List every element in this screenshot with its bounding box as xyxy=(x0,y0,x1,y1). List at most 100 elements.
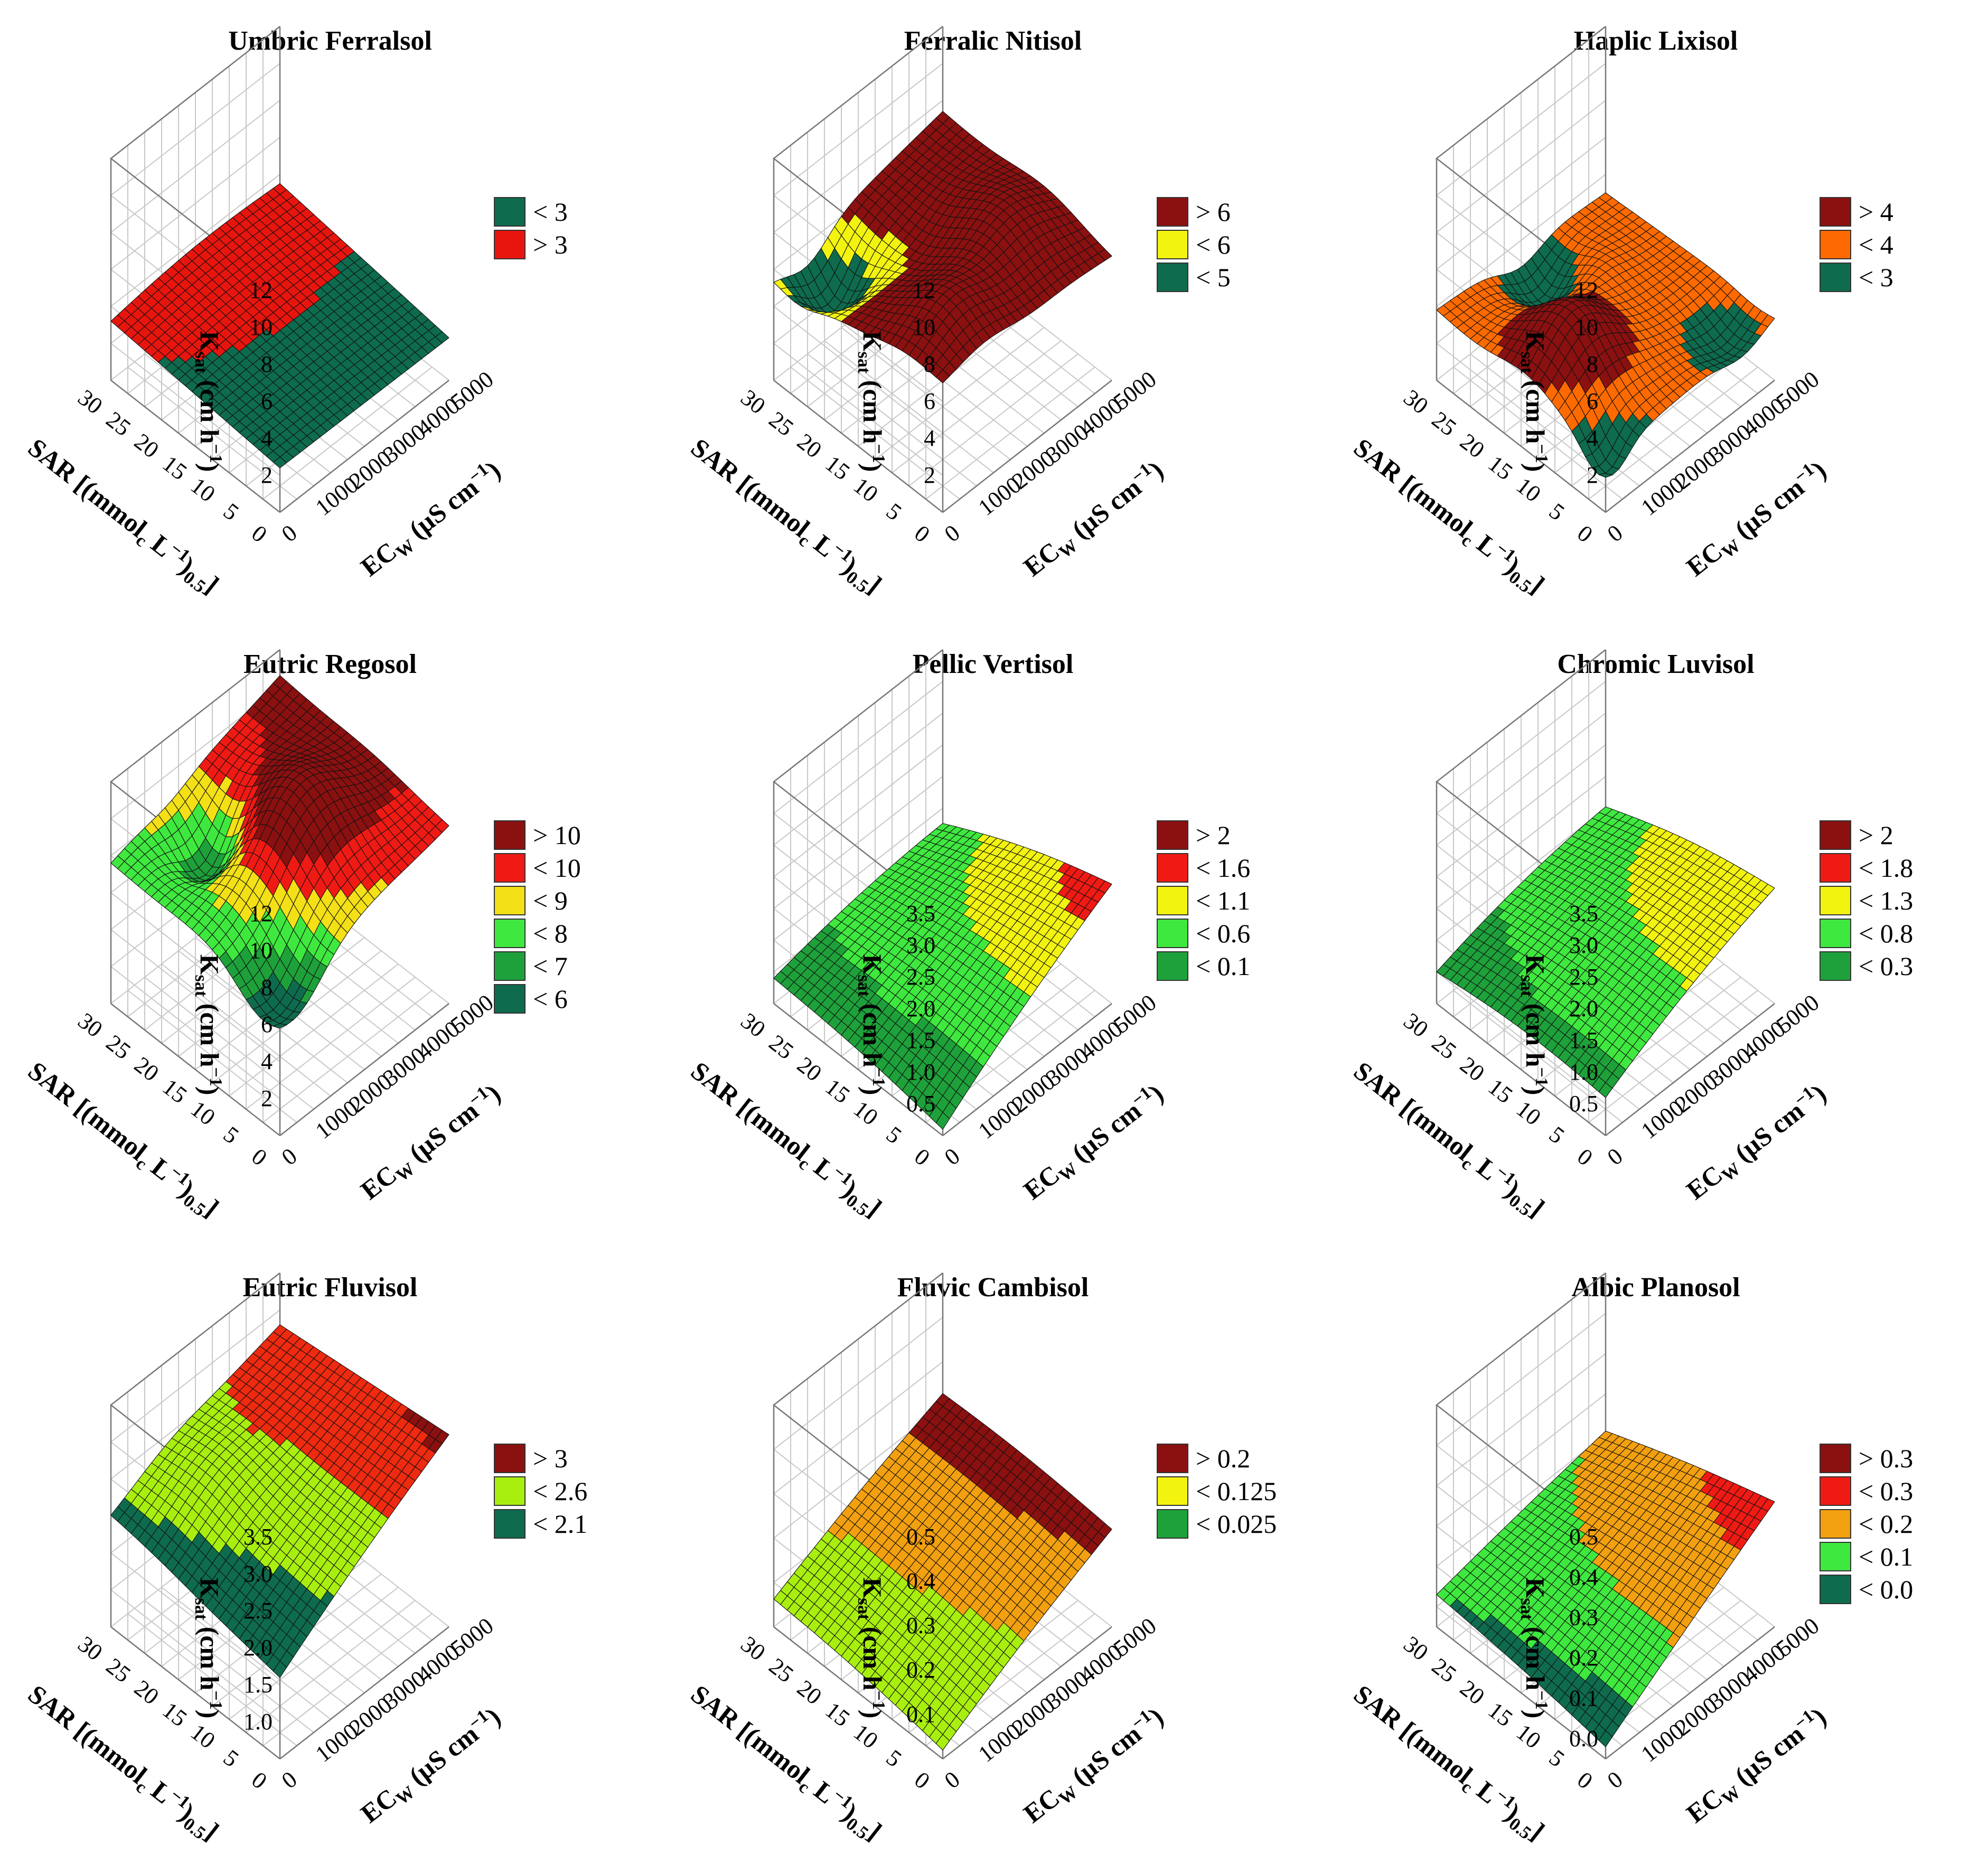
z-tick-label: 12 xyxy=(912,277,935,303)
z-tick-label: 10 xyxy=(249,314,273,340)
z-tick-label: 8 xyxy=(1587,351,1598,377)
surface-mesh xyxy=(110,1324,449,1678)
legend-label: < 3 xyxy=(1859,263,1893,292)
legend-label: < 0.1 xyxy=(1196,951,1251,981)
z-tick-label: 10 xyxy=(249,938,273,963)
y-tick-label: 15 xyxy=(1484,451,1518,485)
y-axis-label: SAR [(mmolc L−1)0.5] xyxy=(683,1055,888,1225)
legend-swatch xyxy=(1820,951,1851,981)
legend-swatch xyxy=(494,820,526,850)
legend-swatch xyxy=(1157,197,1188,227)
y-tick-label: 20 xyxy=(792,428,827,463)
legend-entry: < 1.6 xyxy=(1157,851,1250,884)
axis-ticks: 0100020003000400050000510152025302468101… xyxy=(736,277,1161,548)
z-axis-label: Ksat (cm h−1) xyxy=(191,954,226,1095)
x-tick-label: 0 xyxy=(940,1143,965,1170)
legend-label: > 10 xyxy=(533,820,581,850)
y-tick-label: 20 xyxy=(129,428,164,463)
y-tick-label: 30 xyxy=(73,385,108,419)
legend-entry: > 10 xyxy=(494,819,581,851)
panel-pellic-vertisol: Pellic Vertisol 0 1000 2000 3000 4000 5000 0 5 10… xyxy=(663,623,1323,1247)
x-tick-label: 0 xyxy=(1602,1143,1628,1170)
legend-entry: < 3 xyxy=(494,195,568,228)
y-tick-label: 25 xyxy=(101,1029,136,1064)
legend-swatch xyxy=(1157,263,1188,292)
y-axis-line xyxy=(110,380,280,513)
z-tick-label: 6 xyxy=(261,388,273,414)
z-tick-label: 8 xyxy=(261,975,273,1000)
z-tick-label: 3.0 xyxy=(1569,932,1598,958)
legend-label: < 5 xyxy=(1196,263,1231,292)
z-tick-label: 2 xyxy=(924,462,935,488)
legend-entry: < 0.3 xyxy=(1820,950,1913,982)
z-tick-label: 0.5 xyxy=(906,1091,935,1117)
legend-label: < 9 xyxy=(533,886,568,915)
legend-swatch xyxy=(494,886,526,915)
legend-entry: > 2 xyxy=(1820,819,1913,851)
legend-label: > 2 xyxy=(1196,820,1231,850)
z-tick-label: 4 xyxy=(261,1048,273,1074)
y-tick-label: 10 xyxy=(1512,472,1546,507)
chart-title: Haplic Lixisol xyxy=(1573,26,1738,56)
legend-entry: > 3 xyxy=(494,228,568,261)
legend-label: > 4 xyxy=(1859,197,1893,227)
surface-cell xyxy=(273,456,287,469)
y-axis-label: SAR [(mmolc L−1)0.5] xyxy=(21,432,226,602)
legend-label: < 4 xyxy=(1859,230,1893,259)
legend-entry: > 2 xyxy=(1157,819,1250,851)
z-tick-label: 3.5 xyxy=(906,901,935,926)
z-tick-label: 2.5 xyxy=(1569,964,1598,990)
surface-cell xyxy=(935,1112,950,1130)
z-tick-label: 12 xyxy=(1575,277,1598,303)
surface-mesh xyxy=(773,823,1112,1130)
surface-cell xyxy=(1598,473,1613,478)
y-tick-label: 30 xyxy=(1399,1008,1433,1043)
y-tick-label: 25 xyxy=(764,406,799,441)
legend-label: < 3 xyxy=(533,197,568,227)
z-tick-label: 6 xyxy=(261,1012,273,1037)
legend: > 2 < 1.6 < 1.1 < 0.6 < 0.1 xyxy=(1157,819,1250,982)
legend-label: < 6 xyxy=(1196,230,1231,259)
y-tick-label: 20 xyxy=(1455,428,1489,463)
z-axis-label: Ksat (cm h−1) xyxy=(1517,331,1551,472)
y-tick-label: 15 xyxy=(1484,1074,1518,1109)
legend-swatch xyxy=(494,853,526,883)
x-axis-line xyxy=(279,380,449,513)
x-tick-label: 0 xyxy=(277,520,302,547)
legend-entry: < 0.1 xyxy=(1157,950,1250,982)
surface-mesh xyxy=(110,675,449,1028)
chart-title: Ferralic Nitisol xyxy=(904,26,1082,56)
y-tick-label: 30 xyxy=(1399,385,1433,419)
legend-label: < 8 xyxy=(533,919,568,948)
y-axis-line xyxy=(1436,380,1606,513)
x-axis-line xyxy=(942,1003,1112,1136)
x-axis-line xyxy=(279,1626,449,1759)
y-tick-label: 10 xyxy=(186,472,220,507)
legend-swatch xyxy=(1820,197,1851,227)
chart-title: Eutric Fluvisol xyxy=(242,1272,418,1303)
legend-swatch xyxy=(1820,263,1851,292)
z-tick-label: 2.0 xyxy=(906,996,935,1022)
y-axis-label: SAR [(mmolc L−1)0.5] xyxy=(1346,432,1551,602)
y-tick-label: 10 xyxy=(849,1095,883,1130)
y-tick-label: 0 xyxy=(247,520,272,547)
z-tick-label: 2 xyxy=(1587,462,1598,488)
z-axis-label: Ksat (cm h−1) xyxy=(854,331,888,472)
z-tick-label: 12 xyxy=(249,277,273,303)
z-tick-label: 6 xyxy=(924,388,935,414)
legend-entry: < 8 xyxy=(494,917,581,950)
y-tick-label: 30 xyxy=(73,1008,108,1043)
legend: > 2 < 1.8 < 1.3 < 0.8 < 0.3 xyxy=(1820,819,1913,982)
y-tick-label: 10 xyxy=(849,472,883,507)
z-tick-label: 10 xyxy=(912,314,935,340)
legend-entry: < 5 xyxy=(1157,261,1231,294)
legend-swatch xyxy=(494,230,526,259)
legend-entry: < 1.3 xyxy=(1820,884,1913,917)
legend-label: > 3 xyxy=(533,230,568,259)
legend: > 6 < 6 < 5 xyxy=(1157,195,1231,294)
legend-entry: < 7 xyxy=(494,950,581,982)
z-tick-label: 8 xyxy=(261,351,273,377)
surface-mesh xyxy=(773,111,1112,383)
panel-ferralic-nitisol: Ferralic Nitisol 0 1000 2000 3000 4000 5000 0 5 1… xyxy=(663,0,1323,623)
legend-label: < 6 xyxy=(533,984,568,1014)
